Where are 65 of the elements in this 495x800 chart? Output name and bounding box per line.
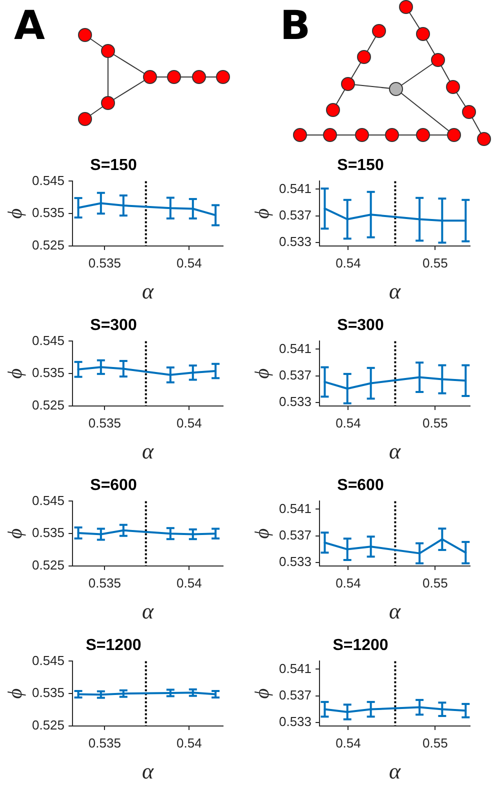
y-tick-label: 0.545 [32, 652, 65, 668]
x-tick-label: 0.54 [176, 735, 202, 750]
y-tick-label: 0.545 [32, 492, 65, 508]
x-tick-label: 0.54 [336, 415, 361, 430]
x-axis-title: α [142, 598, 154, 624]
y-axis-title: ϕ [4, 688, 26, 699]
y-tick-label: 0.541 [278, 340, 312, 356]
y-tick-label: 0.533 [278, 394, 312, 410]
y-tick-label: 0.541 [278, 660, 312, 676]
y-tick-label: 0.541 [278, 500, 312, 516]
x-tick-label: 0.54 [336, 735, 361, 750]
x-tick-label: 0.535 [88, 415, 121, 430]
x-tick-label: 0.54 [176, 255, 202, 270]
y-axis-title: ϕ [251, 208, 274, 219]
y-tick-label: 0.525 [32, 398, 65, 413]
x-axis-title: α [142, 278, 154, 304]
y-tick-label: 0.525 [32, 718, 65, 733]
chart-title: S=150 [90, 157, 137, 174]
x-axis-title: α [388, 758, 401, 784]
y-tick-label: 0.537 [278, 368, 312, 383]
x-axis-title: α [388, 438, 401, 464]
y-tick-label: 0.535 [32, 525, 65, 540]
y-tick-label: 0.537 [278, 688, 312, 703]
y-tick-label: 0.525 [32, 238, 65, 253]
x-axis-title: α [142, 758, 154, 784]
y-tick-label: 0.535 [32, 685, 65, 700]
y-tick-label: 0.525 [32, 558, 65, 573]
x-tick-label: 0.535 [88, 575, 121, 590]
y-tick-label: 0.537 [278, 208, 312, 223]
x-tick-label: 0.55 [422, 735, 448, 750]
x-tick-label: 0.55 [422, 415, 448, 430]
y-tick-label: 0.545 [32, 172, 65, 188]
chart-title: S=150 [337, 157, 384, 174]
y-axis-title: ϕ [251, 528, 274, 539]
x-tick-label: 0.54 [336, 255, 361, 270]
x-tick-label: 0.54 [336, 575, 361, 590]
y-axis-title: ϕ [4, 208, 26, 219]
x-axis-title: α [388, 598, 401, 624]
y-tick-label: 0.545 [32, 332, 65, 348]
chart-title: S=1200 [86, 637, 142, 654]
chart-title: S=300 [90, 317, 137, 334]
chart-title: S=300 [337, 317, 384, 334]
x-axis-title: α [388, 278, 401, 304]
chart-title: S=1200 [332, 637, 388, 654]
y-tick-label: 0.533 [278, 234, 312, 250]
x-tick-label: 0.535 [88, 735, 121, 750]
y-axis-title: ϕ [251, 368, 274, 379]
y-tick-label: 0.541 [278, 180, 312, 196]
y-tick-label: 0.533 [278, 554, 312, 570]
y-axis-title: ϕ [251, 688, 274, 699]
x-tick-label: 0.54 [176, 415, 202, 430]
y-axis-title: ϕ [4, 528, 26, 539]
y-tick-label: 0.535 [32, 205, 65, 220]
y-tick-label: 0.533 [278, 714, 312, 730]
chart-title: S=600 [90, 477, 137, 494]
text: A [14, 3, 45, 49]
x-tick-label: 0.55 [422, 575, 448, 590]
x-tick-label: 0.535 [88, 255, 121, 270]
y-tick-label: 0.535 [32, 365, 65, 380]
y-axis-title: ϕ [4, 368, 26, 379]
chart-title: S=600 [337, 477, 384, 494]
y-tick-label: 0.537 [278, 528, 312, 543]
x-axis-title: α [142, 438, 154, 464]
x-tick-label: 0.55 [422, 255, 448, 270]
x-tick-label: 0.54 [176, 575, 202, 590]
